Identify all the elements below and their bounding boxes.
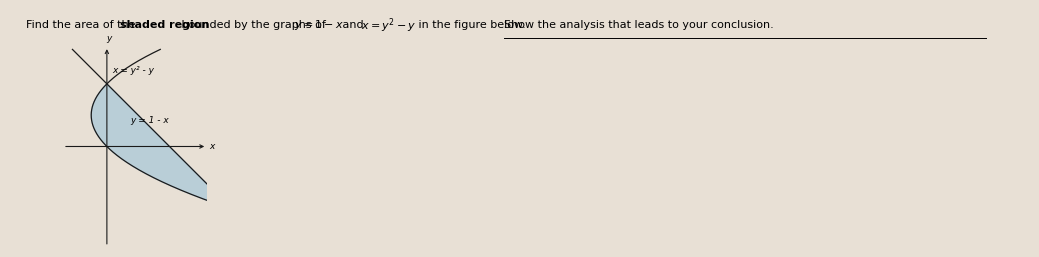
Text: Show the analysis that leads to your conclusion.: Show the analysis that leads to your con… (504, 21, 774, 30)
Text: in the figure below.: in the figure below. (415, 21, 529, 30)
Text: $x = y^2 - y$: $x = y^2 - y$ (362, 16, 417, 35)
Text: bounded by the graphs of: bounded by the graphs of (178, 21, 329, 30)
Text: x = y² - y: x = y² - y (112, 66, 154, 75)
Text: Find the area of the: Find the area of the (26, 21, 139, 30)
Text: $y = 1 - x$: $y = 1 - x$ (294, 19, 344, 32)
Text: shaded region: shaded region (119, 21, 209, 30)
Polygon shape (91, 84, 232, 209)
Text: and: and (339, 21, 367, 30)
Text: x: x (210, 142, 215, 151)
Text: y: y (107, 34, 112, 43)
Text: y = 1 - x: y = 1 - x (131, 116, 169, 125)
